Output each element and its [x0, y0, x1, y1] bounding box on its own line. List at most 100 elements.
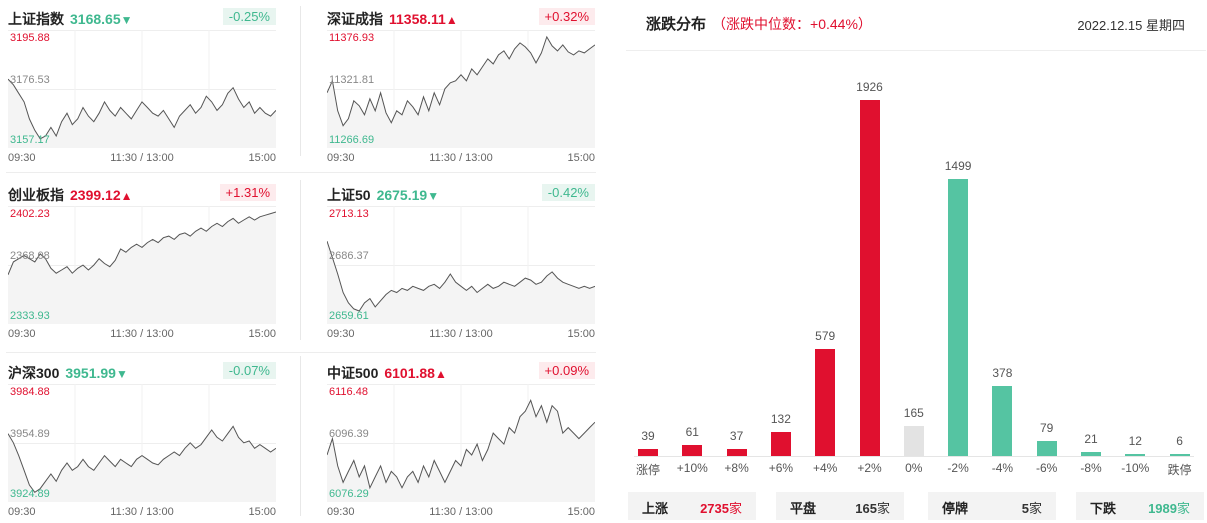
change-percent-badge: -0.07% — [222, 362, 276, 379]
price-line — [327, 240, 595, 312]
row-separator — [6, 172, 596, 173]
bar-category-label: 涨停 — [635, 463, 660, 477]
index-panel[interactable]: 上证指数 3168.65▼ -0.25% 3195.88 3176.53 3157.17 0… — [8, 6, 276, 168]
distribution-title: 涨跌分布 （涨跌中位数：+0.44%） — [646, 13, 872, 34]
summary-count: 165 — [855, 501, 877, 516]
intraday-chart-svg — [327, 30, 595, 148]
summary-label: 下跌 — [1090, 501, 1117, 516]
header-divider — [626, 50, 1206, 51]
price-area — [8, 79, 276, 148]
summary-label: 上涨 — [642, 501, 669, 516]
distribution-bar[interactable] — [682, 444, 703, 456]
bar-category-label: +4% — [813, 461, 838, 475]
index-name: 上证50 2675.19▼ — [327, 185, 439, 205]
index-panel[interactable]: 深证成指 11358.11▲ +0.32% 11376.93 11321.81 11266… — [327, 6, 595, 168]
distribution-bar[interactable] — [992, 386, 1013, 456]
time-tick-label: 09:30 — [327, 152, 355, 164]
change-percent-badge: -0.42% — [541, 184, 595, 201]
intraday-chart: 3984.88 3954.89 3924.89 — [8, 384, 276, 502]
axis-low-label: 3924.89 — [10, 488, 50, 500]
bar-value-label: 37 — [729, 429, 744, 444]
time-axis: 09:30 11:30 / 13:00 15:00 — [327, 506, 595, 520]
summary-unit: 家 — [728, 501, 742, 516]
index-header: 创业板指 2399.12▲ +1.31% — [8, 182, 276, 204]
index-value: 3168.65 — [70, 11, 121, 27]
axis-low-label: 6076.29 — [329, 488, 369, 500]
distribution-bar[interactable] — [638, 448, 658, 456]
distribution-bar[interactable] — [1169, 454, 1190, 456]
bar-value-label: 1926 — [856, 80, 883, 94]
time-tick-label: 15:00 — [567, 328, 595, 340]
summary-count: 5 — [1021, 501, 1029, 516]
distribution-bar[interactable] — [1081, 452, 1101, 456]
axis-low-label: 2659.61 — [329, 310, 369, 322]
axis-low-label: 3157.17 — [10, 134, 50, 146]
index-header: 深证成指 11358.11▲ +0.32% — [327, 6, 595, 28]
index-panel[interactable]: 创业板指 2399.12▲ +1.31% 2402.23 2368.08 2333.93 0… — [8, 182, 276, 344]
up-arrow-icon: ▲ — [434, 367, 447, 381]
up-arrow-icon: ▲ — [445, 13, 458, 27]
price-area — [8, 212, 276, 324]
axis-high-label: 2713.13 — [329, 208, 369, 220]
time-tick-label: 15:00 — [248, 506, 276, 518]
distribution-bar[interactable] — [1036, 441, 1057, 456]
index-header: 中证500 6101.88▲ +0.09% — [327, 360, 595, 382]
change-percent-badge: +1.31% — [219, 184, 276, 201]
axis-low-label: 2333.93 — [10, 310, 50, 322]
time-tick-label: 15:00 — [248, 152, 276, 164]
intraday-chart: 2713.13 2686.37 2659.61 — [327, 206, 595, 324]
time-tick-label: 11:30 / 13:00 — [429, 152, 493, 164]
time-tick-label: 09:30 — [8, 152, 36, 164]
change-percent-badge: +0.09% — [538, 362, 595, 379]
index-value: 6101.88 — [384, 365, 435, 381]
axis-mid-label: 3954.89 — [10, 428, 50, 440]
index-value: 11358.11 — [389, 11, 446, 27]
distribution-bar[interactable] — [903, 425, 924, 456]
trade-date: 2022.12.15 星期四 — [1077, 18, 1185, 33]
distribution-bar[interactable] — [859, 100, 880, 456]
intraday-chart: 2402.23 2368.08 2333.93 — [8, 206, 276, 324]
distribution-bar[interactable] — [815, 348, 836, 456]
time-axis: 09:30 11:30 / 13:00 15:00 — [327, 328, 595, 342]
up-arrow-icon: ▲ — [120, 189, 133, 203]
summary-count: 2735 — [700, 501, 729, 516]
index-header: 上证50 2675.19▼ -0.42% — [327, 182, 595, 204]
bar-category-label: 跌停 — [1167, 463, 1192, 477]
down-arrow-icon: ▼ — [115, 367, 128, 381]
change-percent-badge: +0.32% — [538, 8, 595, 25]
intraday-chart: 6116.48 6096.39 6076.29 — [327, 384, 595, 502]
distribution-bar[interactable] — [948, 178, 969, 456]
bar-category-label: +8% — [724, 461, 749, 475]
time-tick-label: 11:30 / 13:00 — [110, 506, 174, 518]
bar-category-label: -6% — [1036, 461, 1058, 475]
column-separator — [300, 6, 301, 156]
time-tick-label: 09:30 — [327, 506, 355, 518]
index-panel[interactable]: 上证50 2675.19▼ -0.42% 2713.13 2686.37 2659.61 0… — [327, 182, 595, 344]
bar-category-label: +2% — [857, 461, 882, 475]
index-panel[interactable]: 中证500 6101.88▲ +0.09% 6116.48 6096.39 6076.29… — [327, 360, 595, 522]
index-panel[interactable]: 沪深300 3951.99▼ -0.07% 3984.88 3954.89 3924.89… — [8, 360, 276, 522]
axis-mid-label: 11321.81 — [329, 74, 375, 86]
summary-cell: 下跌 1989家 — [1076, 492, 1204, 520]
bar-category-label: -2% — [947, 461, 969, 475]
axis-mid-label: 3176.53 — [10, 74, 50, 86]
column-separator — [300, 356, 301, 516]
distribution-bar[interactable] — [1125, 453, 1146, 456]
summary-cell: 上涨 2735家 — [628, 492, 756, 520]
index-name-text: 上证指数 — [8, 11, 64, 27]
bar-category-label: -4% — [991, 461, 1014, 475]
index-name: 上证指数 3168.65▼ — [8, 9, 133, 29]
distribution-bar[interactable] — [770, 431, 791, 456]
intraday-chart-svg — [8, 384, 276, 502]
time-tick-label: 15:00 — [567, 152, 595, 164]
bar-category-label: -10% — [1121, 461, 1150, 475]
time-tick-label: 11:30 / 13:00 — [110, 328, 174, 340]
summary-value: 2735家 — [700, 498, 742, 517]
distribution-bar[interactable] — [726, 449, 747, 456]
time-axis: 09:30 11:30 / 13:00 15:00 — [8, 506, 276, 520]
index-name: 创业板指 2399.12▲ — [8, 185, 133, 205]
intraday-chart: 11376.93 11321.81 11266.69 — [327, 30, 595, 148]
index-name: 深证成指 11358.11▲ — [327, 9, 458, 29]
change-percent-badge: -0.25% — [222, 8, 276, 25]
bar-value-label: 12 — [1128, 433, 1142, 448]
